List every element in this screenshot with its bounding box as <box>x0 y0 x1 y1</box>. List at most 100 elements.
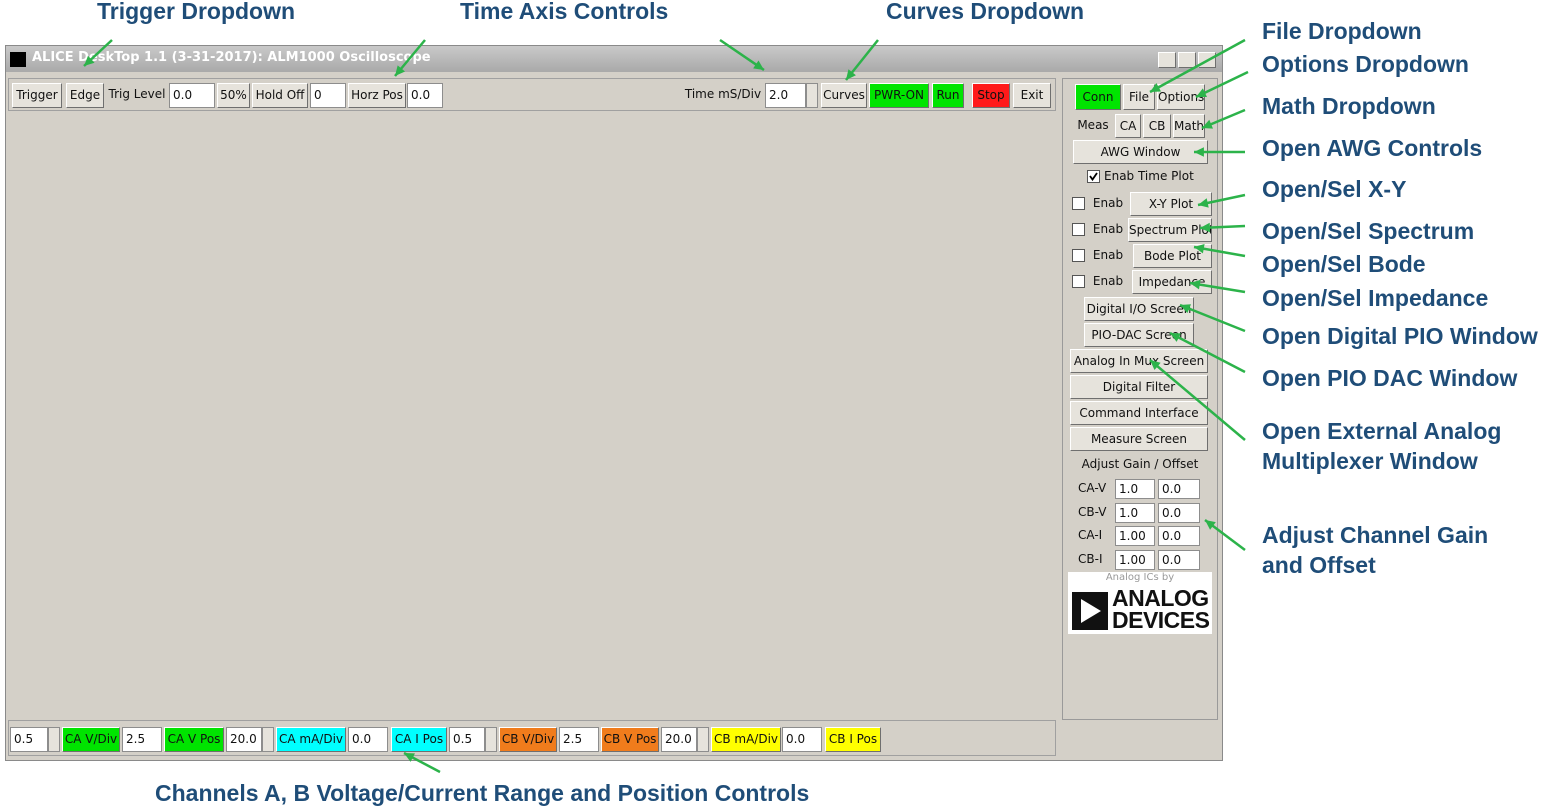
button[interactable]: Stop <box>972 83 1010 108</box>
minimize-button[interactable] <box>1158 52 1176 68</box>
annotation: Open Digital PIO Window <box>1262 323 1538 349</box>
spin-button[interactable] <box>48 727 60 752</box>
spin-button[interactable] <box>806 83 818 108</box>
label: Trig Level <box>108 87 166 101</box>
button[interactable]: Exit <box>1013 83 1051 108</box>
row-label: CA-I <box>1078 528 1103 542</box>
logo-text: DEVICES <box>1112 609 1210 633</box>
button[interactable]: CA mA/Div <box>276 727 346 752</box>
button[interactable]: Edge <box>66 83 104 108</box>
entry[interactable]: 0.0 <box>348 727 388 752</box>
entry[interactable]: 0.0 <box>1158 549 1200 570</box>
logo-text: ANALOG <box>1112 587 1209 611</box>
annotation: Trigger Dropdown <box>97 0 296 24</box>
entry[interactable]: 0.0 <box>1158 502 1200 523</box>
maximize-button[interactable] <box>1178 52 1196 68</box>
button[interactable]: Digital I/O Screen <box>1084 297 1194 321</box>
button[interactable]: Digital Filter <box>1070 375 1208 399</box>
button[interactable]: Bode Plot <box>1133 244 1212 268</box>
app-window <box>5 45 1223 761</box>
button[interactable]: CA V Pos <box>164 727 224 752</box>
entry[interactable]: 1.00 <box>1115 526 1155 546</box>
button[interactable]: CB V Pos <box>601 727 659 752</box>
button[interactable]: Impedance <box>1132 270 1212 294</box>
tab[interactable]: CB <box>1143 114 1171 138</box>
checkbox-label: Enab <box>1092 248 1124 262</box>
spin-button[interactable] <box>697 727 709 752</box>
button[interactable]: CB mA/Div <box>711 727 781 752</box>
entry[interactable]: 0.5 <box>10 727 48 752</box>
entry[interactable]: 0.0 <box>1158 526 1200 546</box>
button[interactable]: Trigger <box>12 83 62 108</box>
button[interactable]: CB I Pos <box>825 727 881 752</box>
entry[interactable]: 0.5 <box>449 727 485 752</box>
window-title: ALICE DeskTop 1.1 (3-31-2017): ALM1000 O… <box>32 50 431 65</box>
annotation: Options Dropdown <box>1262 51 1469 77</box>
logo-mark <box>1072 592 1108 630</box>
entry[interactable]: 2.5 <box>559 727 599 752</box>
row-label: CB-V <box>1078 504 1107 519</box>
checkbox[interactable] <box>1087 170 1100 183</box>
entry[interactable]: 1.00 <box>1115 549 1155 570</box>
bottom-bar <box>8 720 1056 756</box>
checkbox[interactable] <box>1072 249 1085 262</box>
button[interactable]: Command Interface <box>1070 401 1208 425</box>
entry[interactable]: 1.0 <box>1115 479 1155 499</box>
button[interactable]: AWG Window <box>1073 140 1208 164</box>
entry[interactable]: 2.0 <box>765 83 806 108</box>
annotation: Open/Sel Impedance <box>1262 285 1489 311</box>
tab[interactable]: Math <box>1173 114 1205 138</box>
checkbox-label: Enab <box>1092 196 1124 210</box>
annotation: Time Axis Controls <box>460 0 669 24</box>
checkbox-label: Enab Time Plot <box>1104 169 1194 183</box>
button[interactable]: Options <box>1157 84 1205 110</box>
entry[interactable]: 0.0 <box>782 727 822 752</box>
checkbox-label: Enab <box>1092 222 1124 236</box>
button[interactable]: Conn <box>1075 84 1121 110</box>
button[interactable]: File <box>1123 84 1155 110</box>
annotation: Adjust Channel Gain <box>1262 522 1489 548</box>
button[interactable]: Horz Pos <box>348 83 406 108</box>
button[interactable]: CB V/Div <box>499 727 557 752</box>
entry[interactable]: 0.0 <box>169 83 215 108</box>
checkbox[interactable] <box>1072 275 1085 288</box>
tab[interactable]: CA <box>1115 114 1141 138</box>
button[interactable]: Analog In Mux Screen <box>1070 349 1208 373</box>
button[interactable]: Measure Screen <box>1070 427 1208 451</box>
entry[interactable]: 0 <box>310 83 346 108</box>
spin-button[interactable] <box>262 727 274 752</box>
checkbox[interactable] <box>1072 197 1085 210</box>
button[interactable]: 50% <box>217 83 250 108</box>
entry[interactable]: 0.0 <box>407 83 443 108</box>
button[interactable]: Spectrum Plot <box>1128 218 1212 242</box>
button[interactable]: Run <box>932 83 964 108</box>
annotation: Math Dropdown <box>1262 93 1436 119</box>
entry[interactable]: 20.0 <box>226 727 262 752</box>
logo-caption: Analog ICs by <box>1105 572 1175 583</box>
entry[interactable]: 0.0 <box>1158 479 1200 499</box>
button[interactable]: CA I Pos <box>391 727 447 752</box>
annotation: Open/Sel Spectrum <box>1262 218 1475 244</box>
annotation: File Dropdown <box>1262 18 1422 44</box>
button[interactable]: PIO-DAC Screen <box>1084 323 1194 347</box>
annotation: and Offset <box>1262 552 1376 578</box>
annotation: Channels A, B Voltage/Current Range and … <box>155 780 810 806</box>
check-mark <box>1089 172 1098 182</box>
label: Time mS/Div <box>684 87 762 101</box>
close-button[interactable] <box>1198 52 1216 68</box>
entry[interactable]: 1.0 <box>1115 502 1155 523</box>
entry[interactable]: 20.0 <box>661 727 697 752</box>
button[interactable]: Curves <box>821 83 867 108</box>
spin-button[interactable] <box>485 727 497 752</box>
button[interactable]: X-Y Plot <box>1130 192 1212 216</box>
annotation: Open PIO DAC Window <box>1262 365 1518 391</box>
button[interactable]: CA V/Div <box>62 727 120 752</box>
annotation: Open External Analog <box>1262 418 1502 444</box>
button[interactable]: Hold Off <box>252 83 308 108</box>
button[interactable]: PWR-ON <box>869 83 929 108</box>
entry[interactable]: 2.5 <box>122 727 162 752</box>
annotation: Open/Sel Bode <box>1262 251 1426 277</box>
checkbox[interactable] <box>1072 223 1085 236</box>
